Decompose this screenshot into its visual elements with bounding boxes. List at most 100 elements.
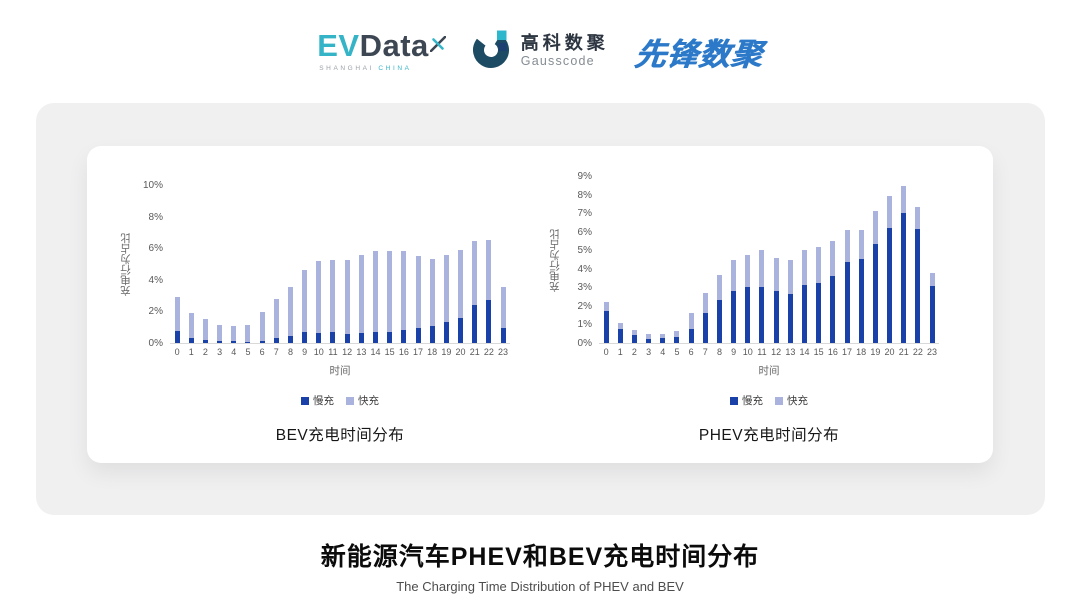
bar-segment (731, 291, 737, 343)
evdata-data-text: Data (359, 28, 429, 63)
bar-slot (783, 177, 797, 343)
gausscode-en-text: Gausscode (520, 53, 595, 68)
x-tick-label: 4 (231, 347, 237, 357)
bar-segment (358, 332, 364, 343)
stacked-bar (231, 326, 237, 343)
stacked-bar (202, 319, 208, 343)
stacked-bar (429, 259, 435, 343)
bar-slot (627, 177, 641, 343)
bar-segment (702, 292, 708, 314)
bar-segment (872, 243, 878, 343)
x-tick-label: 5 (245, 347, 251, 357)
stacked-bar (217, 324, 223, 343)
bar-slot (656, 177, 670, 343)
x-tick-label: 16 (827, 347, 838, 357)
stacked-bar (830, 240, 836, 343)
x-tick-label: 8 (287, 347, 293, 357)
x-tick-label: 21 (469, 347, 480, 357)
stacked-bar (759, 250, 765, 343)
stacked-bar (316, 260, 322, 343)
y-tick-label: 6% (577, 226, 592, 238)
bar-segment (231, 326, 237, 342)
bar-slot (184, 186, 198, 343)
bar-slot (326, 186, 340, 343)
bar-segment (358, 254, 364, 333)
bar-segment (330, 331, 336, 343)
chart-legend: 慢充 快充 (599, 393, 939, 408)
bar-slot (868, 177, 882, 343)
x-tick-label: 7 (273, 347, 279, 357)
bar-slot (826, 177, 840, 343)
bar-segment (660, 338, 666, 343)
stacked-bar (731, 259, 737, 343)
bar-segment (617, 322, 623, 330)
bar-segment (631, 330, 637, 335)
x-tick-label: 14 (370, 347, 381, 357)
bar-segment (787, 293, 793, 343)
bar-slot (613, 177, 627, 343)
bar-slot (425, 186, 439, 343)
plot-area (599, 177, 939, 344)
bar-segment (887, 196, 893, 228)
bar-segment (287, 335, 293, 343)
stacked-bar (387, 251, 393, 343)
footer: 新能源汽车PHEV和BEV充电时间分布 The Charging Time Di… (0, 537, 1080, 594)
y-tick-label: 2% (148, 306, 163, 318)
bar-slot (468, 186, 482, 343)
bar-segment (915, 206, 921, 229)
y-tick-label: 9% (577, 171, 592, 182)
bar-slot (882, 177, 896, 343)
stacked-bar (915, 206, 921, 343)
stacked-bar (929, 272, 935, 343)
y-tick-label: 2% (577, 300, 592, 312)
x-tick-label: 6 (688, 347, 694, 357)
stacked-bar (773, 257, 779, 343)
stacked-bar (188, 313, 194, 343)
bar-segment (344, 260, 350, 334)
logo-gausscode: 高科数聚 Gausscode (472, 29, 609, 74)
bar-segment (617, 329, 623, 343)
bar-segment (844, 229, 850, 263)
bar-slot (496, 186, 510, 343)
stacked-bar (401, 250, 407, 343)
x-tick-label: 13 (785, 347, 796, 357)
stacked-bar (631, 330, 637, 343)
stacked-bar (174, 297, 180, 343)
stacked-bar (858, 229, 864, 343)
y-tick-label: 10% (142, 180, 163, 191)
y-tick-label: 5% (577, 245, 592, 257)
bar-segment (500, 328, 506, 343)
bar-segment (486, 300, 492, 343)
stacked-bar (245, 324, 251, 343)
page-subtitle: The Charging Time Distribution of PHEV a… (396, 579, 684, 594)
x-tick-label: 23 (927, 347, 938, 357)
stacked-bar (500, 286, 506, 343)
x-tick-label: 9 (731, 347, 737, 357)
x-tick-label: 1 (617, 347, 623, 357)
bar-slot (812, 177, 826, 343)
bar-segment (660, 333, 666, 339)
bar-slot (755, 177, 769, 343)
bar-slot (453, 186, 467, 343)
x-tick-label: 13 (356, 347, 367, 357)
bar-slot (670, 177, 684, 343)
bar-segment (415, 328, 421, 343)
bar-segment (372, 251, 378, 332)
stacked-bar (472, 241, 478, 343)
bar-slot (255, 186, 269, 343)
bar-slot (383, 186, 397, 343)
x-tick-label: 10 (742, 347, 753, 357)
evdata-x-icon (429, 26, 447, 57)
stacked-bar (273, 298, 279, 343)
bar-segment (429, 259, 435, 327)
bar-slot (741, 177, 755, 343)
bar-segment (202, 319, 208, 340)
y-tick-label: 7% (577, 208, 592, 220)
bar-slot (312, 186, 326, 343)
bar-segment (844, 262, 850, 343)
x-tick-label: 0 (174, 347, 180, 357)
bar-segment (716, 275, 722, 301)
y-tick-label: 4% (148, 274, 163, 286)
x-tick-label: 21 (898, 347, 909, 357)
bar-slot (599, 177, 613, 343)
